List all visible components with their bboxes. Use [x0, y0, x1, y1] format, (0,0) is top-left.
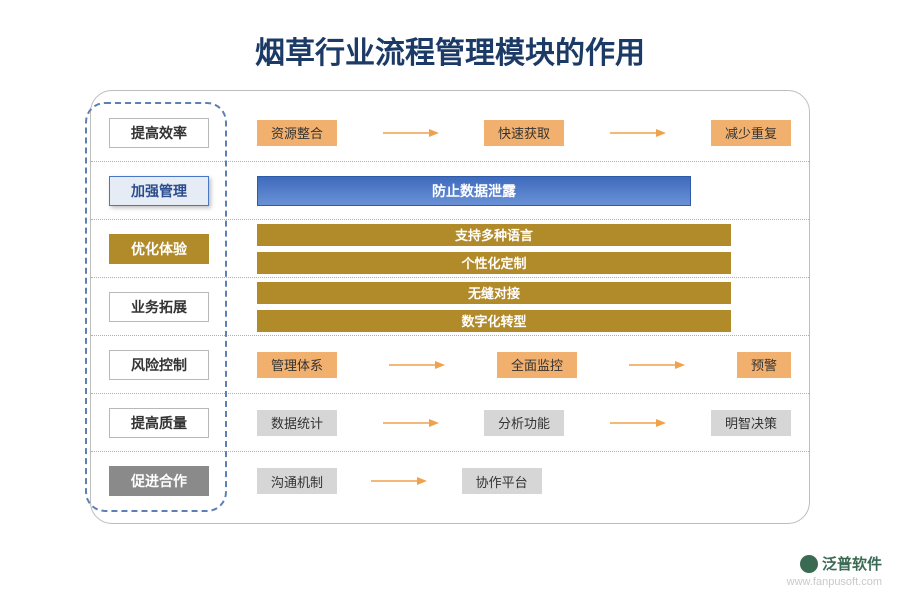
diagram-container: 提高效率 资源整合 快速获取 减少重复加强管理 防止数据泄露优化体验 支持多种语言个性化定… — [90, 90, 810, 524]
chip: 减少重复 — [711, 120, 791, 146]
row-label: 促进合作 — [109, 466, 209, 496]
row-content: 数据统计 分析功能 明智决策 — [257, 410, 809, 436]
arrow-icon — [564, 128, 711, 138]
bar-stack: 支持多种语言个性化定制 — [257, 224, 791, 274]
row-label: 业务拓展 — [109, 292, 209, 322]
diagram-row: 提高质量 数据统计 分析功能 明智决策 — [91, 394, 809, 452]
chip: 资源整合 — [257, 120, 337, 146]
bar-stack: 无缝对接数字化转型 — [257, 282, 791, 332]
watermark-brand: 泛普软件 — [787, 554, 882, 575]
row-label: 加强管理 — [109, 176, 209, 206]
arrow-icon — [577, 360, 737, 370]
watermark-url: www.fanpusoft.com — [787, 575, 882, 590]
row-label: 风险控制 — [109, 350, 209, 380]
row-content: 资源整合 快速获取 减少重复 — [257, 120, 809, 146]
diagram-row: 促进合作 沟通机制 协作平台 — [91, 452, 809, 510]
diagram-row: 业务拓展 无缝对接数字化转型 — [91, 278, 809, 336]
row-label: 提高效率 — [109, 118, 209, 148]
stack-bar: 无缝对接 — [257, 282, 731, 304]
arrow-icon — [337, 128, 484, 138]
diagram-row: 提高效率 资源整合 快速获取 减少重复 — [91, 104, 809, 162]
row-content: 管理体系 全面监控 预警 — [257, 352, 809, 378]
stack-bar: 个性化定制 — [257, 252, 731, 274]
chip: 沟通机制 — [257, 468, 337, 494]
diagram-row: 优化体验 支持多种语言个性化定制 — [91, 220, 809, 278]
row-label: 提高质量 — [109, 408, 209, 438]
arrow-icon — [337, 418, 484, 428]
chip: 明智决策 — [711, 410, 791, 436]
page-title: 烟草行业流程管理模块的作用 — [0, 0, 900, 90]
chip: 管理体系 — [257, 352, 337, 378]
chip: 协作平台 — [462, 468, 542, 494]
row-content: 沟通机制 协作平台 — [257, 468, 809, 494]
watermark-brand-text: 泛普软件 — [822, 554, 882, 575]
chip: 全面监控 — [497, 352, 577, 378]
arrow-icon — [337, 360, 497, 370]
row-content: 防止数据泄露 — [257, 176, 809, 206]
row-content: 无缝对接数字化转型 — [257, 282, 809, 332]
chip: 分析功能 — [484, 410, 564, 436]
logo-icon — [800, 555, 818, 573]
row-label: 优化体验 — [109, 234, 209, 264]
stack-bar: 数字化转型 — [257, 310, 731, 332]
watermark: 泛普软件 www.fanpusoft.com — [787, 554, 882, 590]
diagram-row: 加强管理 防止数据泄露 — [91, 162, 809, 220]
chip: 预警 — [737, 352, 791, 378]
row-content: 支持多种语言个性化定制 — [257, 224, 809, 274]
wide-bar: 防止数据泄露 — [257, 176, 691, 206]
stack-bar: 支持多种语言 — [257, 224, 731, 246]
chip: 数据统计 — [257, 410, 337, 436]
arrow-icon — [564, 418, 711, 428]
chip: 快速获取 — [484, 120, 564, 146]
arrow-icon — [337, 476, 462, 486]
diagram-row: 风险控制 管理体系 全面监控 预警 — [91, 336, 809, 394]
